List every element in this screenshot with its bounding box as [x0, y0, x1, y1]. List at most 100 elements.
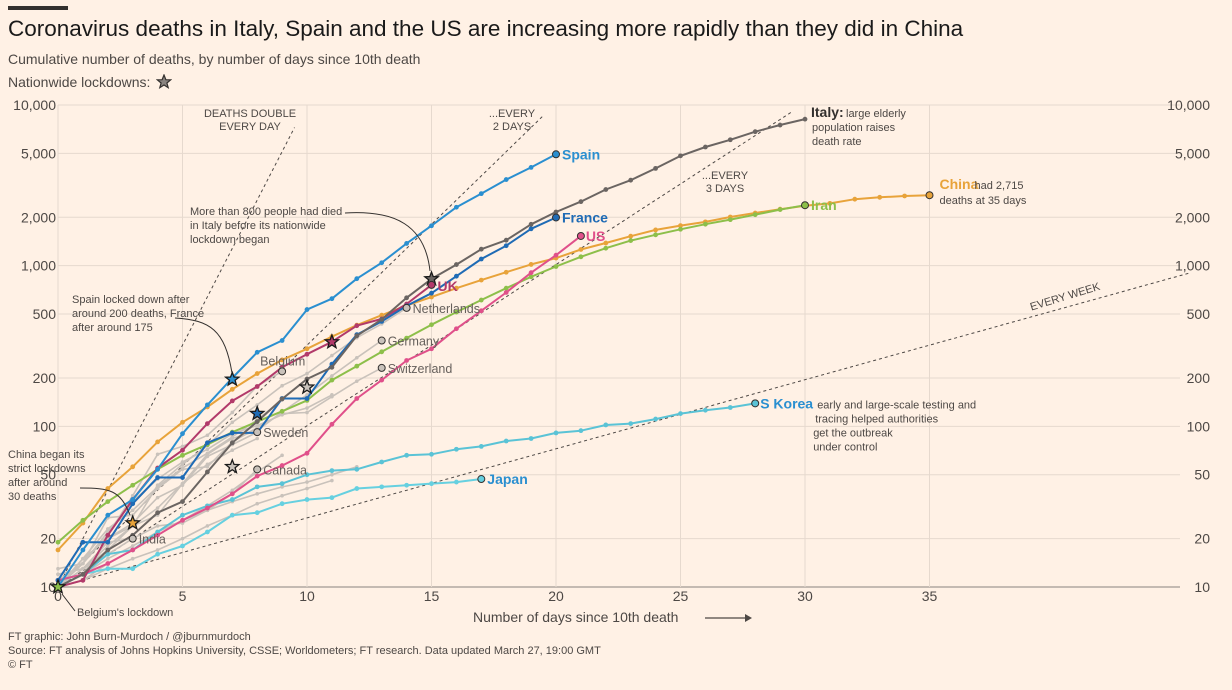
series-label: Canada: [263, 463, 307, 477]
data-point: [478, 256, 484, 262]
reference-line-label: ...EVERY: [702, 170, 749, 182]
y-tick-label-right: 200: [1187, 370, 1211, 386]
data-point: [130, 482, 136, 488]
series-label: Spain: [562, 146, 600, 162]
data-point: [678, 411, 683, 417]
y-tick-label-left: 2,000: [21, 209, 56, 225]
data-point: [329, 468, 335, 474]
x-tick-label: 20: [548, 588, 564, 604]
data-point: [727, 137, 733, 143]
series-line: [57, 402, 756, 582]
series-label: Sweden: [263, 426, 308, 440]
data-point: [703, 407, 708, 413]
data-point: [105, 512, 111, 518]
data-point: [503, 237, 509, 243]
data-point: [330, 478, 334, 483]
data-point: [279, 463, 285, 468]
series-end-marker: [128, 534, 137, 543]
data-point: [230, 488, 235, 493]
data-point: [255, 501, 259, 506]
data-point: [105, 547, 111, 553]
reference-line-label: EVERY WEEK: [1029, 281, 1102, 314]
data-point: [603, 187, 609, 192]
reference-line: [57, 272, 1192, 588]
data-point: [329, 296, 335, 302]
ft-brand-bar: [8, 6, 68, 10]
data-point: [279, 396, 285, 402]
series-annotation: large elderly: [846, 108, 906, 120]
series-line: [57, 478, 482, 588]
y-tick-label-right: 100: [1187, 418, 1211, 434]
data-point: [703, 221, 708, 227]
data-point: [105, 566, 111, 572]
data-point: [304, 351, 310, 357]
data-point: [279, 338, 285, 343]
data-point: [106, 527, 110, 531]
data-point: [56, 566, 60, 571]
lockdown-legend: Nationwide lockdowns:: [8, 74, 173, 90]
data-point: [305, 406, 309, 410]
series-end-marker: [253, 465, 262, 474]
data-point: [180, 444, 185, 449]
data-point: [254, 473, 260, 479]
data-point: [454, 309, 459, 315]
series-line: [57, 194, 930, 551]
data-point: [379, 316, 385, 322]
data-point: [180, 536, 185, 541]
data-point: [727, 405, 733, 410]
x-tick-label: 5: [179, 588, 187, 604]
series-end-marker: [477, 475, 486, 484]
chart-title: Coronavirus deaths in Italy, Spain and t…: [8, 16, 964, 41]
data-point: [404, 452, 409, 458]
series-end-marker: [377, 336, 386, 345]
data-point: [279, 501, 285, 507]
series-annotation: early and large-scale testing and: [817, 399, 976, 411]
data-point: [454, 446, 459, 452]
data-point: [553, 252, 559, 258]
data-point: [180, 431, 185, 437]
y-tick-label-left: 200: [33, 370, 57, 386]
footer-credit: FT graphic: John Burn-Murdoch / @jburnmu…: [8, 631, 251, 643]
data-point: [503, 285, 509, 291]
data-point: [255, 492, 259, 496]
x-tick-label: 35: [922, 588, 938, 604]
series-annotation: death rate: [812, 136, 862, 148]
data-point: [155, 439, 161, 445]
data-point: [254, 510, 260, 516]
star-icon: [298, 378, 316, 395]
y-tick-label-right: 1,000: [1175, 258, 1210, 274]
data-point: [205, 433, 210, 438]
data-point: [81, 561, 85, 566]
data-point: [329, 421, 335, 427]
series-end-marker: [801, 201, 809, 210]
data-point: [55, 539, 61, 545]
data-point: [727, 217, 733, 223]
y-tick-label-left: 5,000: [21, 145, 56, 161]
annotation-text: Belgium's lockdown: [77, 607, 173, 619]
star-icon: [323, 333, 341, 350]
data-point: [553, 430, 559, 436]
data-point: [205, 402, 210, 408]
data-point: [429, 346, 434, 352]
data-point: [553, 264, 559, 269]
data-point: [279, 357, 285, 363]
series-label: France: [562, 209, 608, 225]
data-point: [379, 260, 385, 266]
data-point: [56, 572, 60, 577]
data-point: [180, 452, 185, 458]
data-point: [404, 482, 409, 488]
data-point: [355, 356, 359, 360]
y-tick-label-right: 2,000: [1175, 209, 1210, 225]
annotation-text: around 200 deaths, France: [72, 308, 204, 320]
lockdown-star: [223, 370, 241, 387]
data-point: [603, 422, 609, 428]
y-tick-label-left: 10,000: [13, 97, 56, 113]
data-point: [305, 480, 309, 484]
data-point: [205, 451, 210, 456]
annotation-text: after around: [8, 477, 67, 489]
data-point: [305, 486, 309, 491]
star-icon: [248, 404, 266, 421]
data-point: [454, 262, 459, 267]
annotation-text: in Italy before its nationwide: [190, 220, 326, 232]
data-point: [578, 254, 584, 260]
